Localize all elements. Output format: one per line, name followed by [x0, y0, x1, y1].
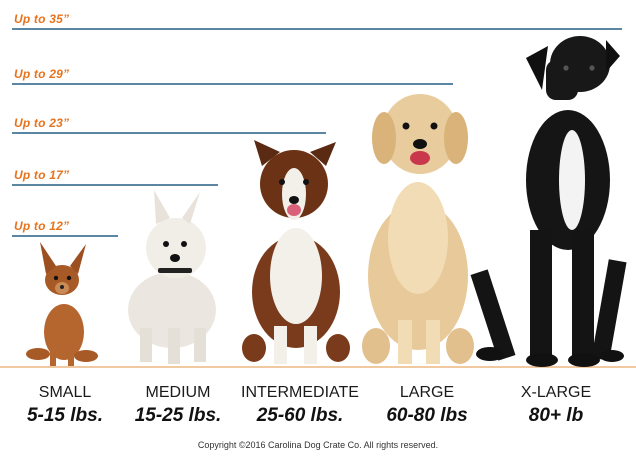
size-weight-intermediate: 25-60 lbs. [256, 405, 344, 426]
size-name-large: LARGE [399, 384, 455, 401]
chihuahua-dog-icon [26, 242, 98, 366]
height-line-29 [12, 83, 453, 85]
height-line-23 [12, 132, 326, 134]
size-weight-small: 5-15 lbs. [26, 405, 104, 426]
height-label-17: Up to 17” [14, 168, 70, 182]
copyright-notice: Copyright ©2016 Carolina Dog Crate Co. A… [197, 440, 439, 450]
westie-dog-icon [128, 190, 216, 364]
size-name-x-large: X-LARGE [520, 384, 592, 401]
australian-shepherd-dog-icon [242, 140, 350, 364]
golden-retriever-dog-icon [362, 94, 474, 364]
height-label-35: Up to 35” [14, 12, 70, 26]
height-line-35 [12, 28, 622, 30]
size-weight-medium: 15-25 lbs. [134, 405, 222, 426]
height-label-29: Up to 29” [14, 67, 70, 81]
great-dane-dog-icon [470, 36, 627, 367]
size-weight-large: 60-80 lbs [386, 405, 468, 426]
size-weight-x-large: 80+ lb [528, 405, 584, 426]
size-name-small: SMALL [38, 384, 92, 401]
height-label-12: Up to 12” [14, 219, 70, 233]
size-name-medium: MEDIUM [145, 384, 211, 401]
size-name-intermediate: INTERMEDIATE [241, 384, 359, 401]
height-line-12 [12, 235, 118, 237]
ground-line [0, 366, 636, 368]
height-line-17 [12, 184, 218, 186]
height-label-23: Up to 23” [14, 116, 70, 130]
